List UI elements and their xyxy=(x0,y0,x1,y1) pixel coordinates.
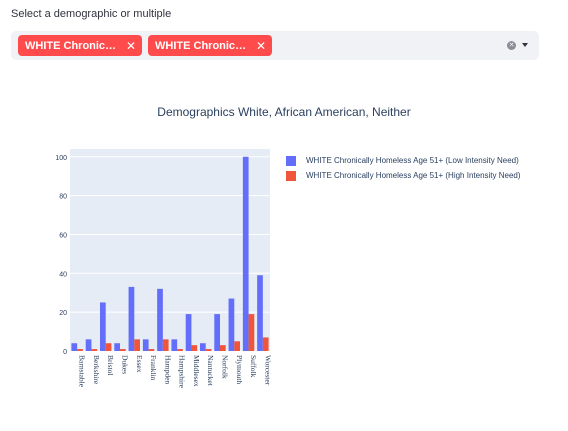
clear-all-icon[interactable]: ✕ xyxy=(507,41,516,50)
bar xyxy=(257,275,263,351)
bar xyxy=(234,341,240,351)
bar xyxy=(242,156,249,351)
legend-item-high-intensity[interactable]: WHITE Chronically Homeless Age 51+ (High… xyxy=(286,168,521,183)
x-tick-label: Franklin xyxy=(149,355,158,381)
y-tick-label: 40 xyxy=(59,271,67,278)
legend-swatch xyxy=(286,170,296,181)
bar xyxy=(128,286,135,351)
bar xyxy=(228,298,235,351)
y-tick-label: 0 xyxy=(63,349,67,356)
x-tick-label: Dukes xyxy=(121,355,130,374)
x-tick-label: Essex xyxy=(135,355,144,373)
x-tick-label: Bristol xyxy=(106,355,115,375)
y-tick-label: 60 xyxy=(59,232,67,239)
demographic-multiselect[interactable]: WHITE Chronical... ✕ WHITE Chronical... … xyxy=(11,31,539,60)
y-tick-label: 80 xyxy=(59,194,67,201)
bar xyxy=(262,337,269,351)
legend-label: WHITE Chronically Homeless Age 51+ (Low … xyxy=(306,156,519,165)
bar xyxy=(148,349,155,351)
y-tick-label: 100 xyxy=(55,155,67,162)
tag-remove-icon[interactable]: ✕ xyxy=(255,38,266,53)
bar xyxy=(100,302,106,351)
bar xyxy=(114,343,120,351)
y-tick-label: 20 xyxy=(59,310,67,317)
selected-tag-low-intensity[interactable]: WHITE Chronical... ✕ xyxy=(18,35,142,56)
chart-legend: WHITE Chronically Homeless Age 51+ (Low … xyxy=(286,153,521,183)
legend-item-low-intensity[interactable]: WHITE Chronically Homeless Age 51+ (Low … xyxy=(286,153,521,168)
bar xyxy=(71,343,78,351)
bar xyxy=(177,349,183,351)
bar xyxy=(220,345,226,351)
x-tick-label: Barnstable xyxy=(78,355,87,388)
chevron-down-icon[interactable] xyxy=(522,43,528,47)
x-tick-label: Suffolk xyxy=(249,355,258,378)
bar xyxy=(91,349,98,351)
tag-remove-icon[interactable]: ✕ xyxy=(125,38,136,53)
bar xyxy=(185,314,192,351)
x-tick-label: Berkshire xyxy=(92,355,101,385)
x-tick-label: Nantucket xyxy=(206,355,215,387)
bar xyxy=(171,339,178,351)
multiselect-label: Select a demographic or multiple xyxy=(11,8,172,20)
selected-tag-high-intensity[interactable]: WHITE Chronical... ✕ xyxy=(148,35,272,56)
bar xyxy=(77,349,83,351)
bar xyxy=(120,349,126,351)
bar xyxy=(85,339,92,351)
bar xyxy=(105,343,112,351)
x-tick-label: Hampshire xyxy=(178,355,187,389)
bar xyxy=(191,345,198,351)
legend-swatch xyxy=(286,155,296,166)
bar xyxy=(200,343,206,351)
x-tick-label: Hampden xyxy=(163,355,172,384)
bar xyxy=(157,288,163,351)
bar xyxy=(205,349,212,351)
bar xyxy=(142,339,149,351)
x-tick-label: Plymouth xyxy=(235,355,244,384)
bar xyxy=(248,314,255,351)
x-tick-label: Middlesex xyxy=(192,355,201,387)
bar xyxy=(134,339,140,351)
bar xyxy=(162,339,169,351)
legend-label: WHITE Chronically Homeless Age 51+ (High… xyxy=(306,171,521,180)
bar xyxy=(214,314,220,351)
chart-title: Demographics White, African American, Ne… xyxy=(157,105,411,119)
x-tick-label: Norfolk xyxy=(221,355,230,379)
x-tick-label: Worcester xyxy=(263,355,272,386)
